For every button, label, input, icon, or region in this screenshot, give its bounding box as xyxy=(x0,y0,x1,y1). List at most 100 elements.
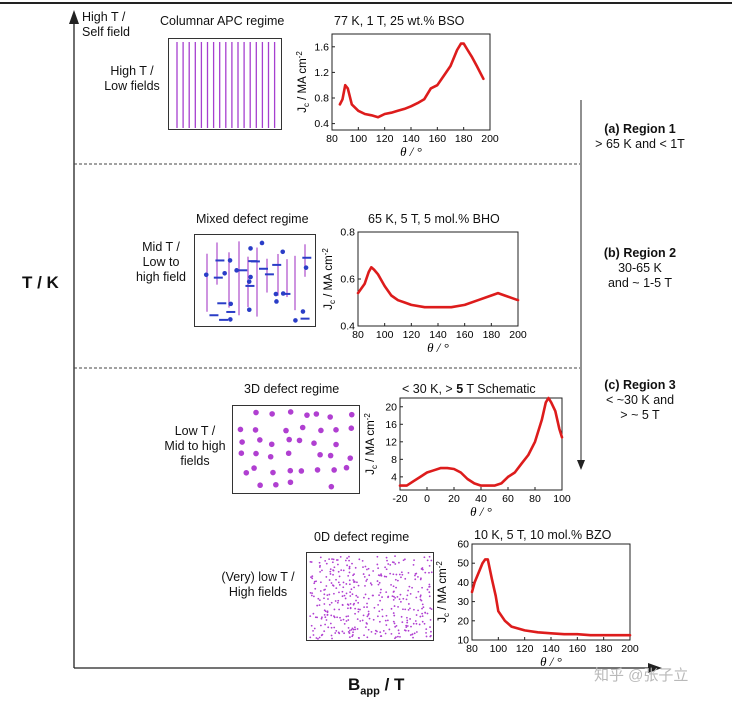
chart-3-title-suffix: T Schematic xyxy=(463,382,536,396)
point-defect-0d xyxy=(356,596,359,599)
point-defect-0d xyxy=(333,608,336,611)
point-defect-3d xyxy=(296,437,303,444)
point-defect-0d xyxy=(325,562,328,565)
mixed-defect-schematic xyxy=(194,234,316,327)
point-defect-0d xyxy=(339,555,342,558)
data-point xyxy=(517,299,519,301)
point-defect-0d xyxy=(376,555,379,558)
point-defect-0d xyxy=(421,586,423,589)
region-3-text-2: > ~ 5 T xyxy=(620,408,660,422)
nanoparticle xyxy=(246,279,252,284)
data-point xyxy=(527,454,529,456)
regime-3-cond-line3: fields xyxy=(180,454,210,468)
point-defect-0d xyxy=(337,581,340,584)
y-tick-label: 1.2 xyxy=(314,67,329,79)
point-defect-0d xyxy=(394,555,396,558)
columnar-schematic xyxy=(168,38,282,130)
point-defect-0d xyxy=(332,573,334,576)
point-defect-0d xyxy=(398,632,400,635)
data-point xyxy=(480,485,482,487)
point-defect-0d xyxy=(330,582,333,584)
x-tick-label: 200 xyxy=(621,643,639,655)
x-axis-label: θ / ° xyxy=(540,654,562,669)
point-defect-0d xyxy=(315,637,318,639)
point-defect-0d xyxy=(425,628,428,631)
x-tick-label: 200 xyxy=(509,329,527,341)
nanoparticle xyxy=(246,307,252,313)
point-defect-0d xyxy=(399,593,402,596)
data-point xyxy=(390,112,392,114)
point-defect-0d xyxy=(324,559,327,562)
point-defect-0d xyxy=(312,629,314,632)
point-defect-0d xyxy=(317,637,319,640)
nanoparticle xyxy=(222,270,227,276)
point-defect-0d xyxy=(326,613,329,616)
regime-4-cond-line1: (Very) low T / xyxy=(221,570,295,584)
point-defect-0d xyxy=(394,578,397,581)
data-point xyxy=(373,269,375,271)
point-defect-0d xyxy=(352,631,354,634)
point-defect-0d xyxy=(333,566,336,569)
point-defect-0d xyxy=(309,636,312,639)
y-tick-label: 0.4 xyxy=(314,118,329,130)
point-defect-0d xyxy=(418,623,421,626)
point-defect-0d xyxy=(310,624,313,627)
x-tick-label: 120 xyxy=(403,329,421,341)
data-point xyxy=(554,410,556,412)
point-defect-0d xyxy=(415,614,418,616)
point-defect-3d xyxy=(298,468,305,474)
3d-defect-schematic xyxy=(232,405,360,494)
regime-1-cond-line1: High T / xyxy=(110,64,154,78)
point-defect-0d xyxy=(319,556,322,559)
jc-curve xyxy=(338,42,485,119)
point-defect-0d xyxy=(325,619,328,621)
chart-3-title-bold: 5 xyxy=(456,382,464,396)
point-defect-0d xyxy=(312,595,315,598)
point-defect-3d xyxy=(257,437,263,443)
point-defect-0d xyxy=(331,637,333,640)
point-defect-0d xyxy=(381,608,384,611)
point-defect-0d xyxy=(333,592,335,595)
point-defect-0d xyxy=(390,607,393,610)
point-defect-0d xyxy=(366,568,368,571)
point-defect-0d xyxy=(377,583,380,586)
chart-2: 80 100 120 140 160 180 200 0.4 0.6 0.8 θ / ° Jc / M… xyxy=(322,227,527,356)
point-defect-0d xyxy=(348,559,350,562)
jc-curve xyxy=(398,396,564,487)
point-defect-3d xyxy=(317,451,323,458)
point-defect-0d xyxy=(338,591,340,594)
point-defect-0d xyxy=(331,584,334,587)
point-defect-0d xyxy=(341,630,344,633)
regime-3-condition: Low T / Mid to high fields xyxy=(156,424,234,469)
point-defect-0d xyxy=(376,630,378,633)
data-point xyxy=(410,304,412,306)
y-tick-label: 30 xyxy=(457,596,469,608)
data-point xyxy=(524,629,526,631)
point-defect-0d xyxy=(323,593,326,596)
point-defect-0d xyxy=(355,594,358,597)
point-defect-3d xyxy=(239,439,245,445)
region-1-text: > 65 K and < 1T xyxy=(595,137,685,151)
point-defect-0d xyxy=(406,616,408,619)
point-defect-0d xyxy=(406,594,409,597)
data-point xyxy=(477,572,480,574)
x-tick-label: -20 xyxy=(392,493,407,505)
point-defect-3d xyxy=(343,464,350,471)
point-defect-0d xyxy=(411,586,413,589)
point-defect-0d xyxy=(367,628,370,631)
data-point xyxy=(364,283,366,285)
point-defect-0d xyxy=(400,615,403,618)
point-defect-0d xyxy=(349,602,352,605)
point-defect-0d xyxy=(347,604,350,606)
point-defect-0d xyxy=(401,573,404,576)
point-defect-0d xyxy=(320,617,323,620)
point-defect-0d xyxy=(415,596,418,599)
point-defect-0d xyxy=(382,629,385,632)
chart-4-title: 10 K, 5 T, 10 mol.% BZO xyxy=(474,528,612,542)
point-defect-0d xyxy=(357,610,360,613)
data-point xyxy=(504,620,506,622)
regime-3-name: 3D defect regime xyxy=(244,382,340,396)
point-defect-0d xyxy=(328,558,331,561)
region-arrow-head xyxy=(577,460,585,470)
point-defect-0d xyxy=(428,585,430,588)
